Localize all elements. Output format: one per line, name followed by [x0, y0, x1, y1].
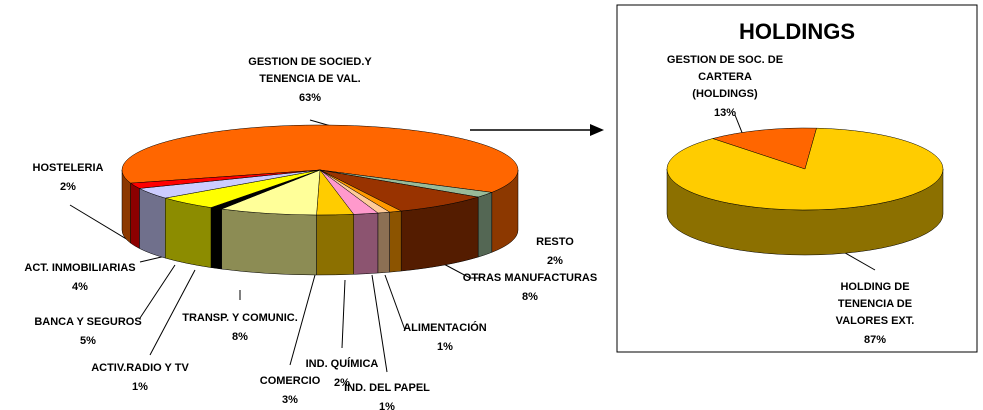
- slice-value-label: 8%: [232, 331, 248, 343]
- pie-side: [221, 208, 317, 276]
- pie-slice: [129, 169, 321, 189]
- slice-label: HOLDING DE TENENCIA DE VALORES EXT.: [836, 281, 915, 327]
- pie-side: [130, 182, 140, 249]
- slice-label: ALIMENTACIÓN: [403, 321, 487, 334]
- slice-value-label: 1%: [379, 401, 395, 410]
- slice-value-label: 4%: [72, 281, 88, 293]
- slice-value-label: 13%: [714, 107, 736, 119]
- pie-side: [210, 207, 222, 270]
- pie-slice: [666, 127, 944, 211]
- arrow-head: [590, 124, 604, 136]
- slice-value-label: 1%: [437, 341, 453, 353]
- slice-label: TRANSP. Y COMUNIC.: [182, 312, 298, 324]
- slice-label: HOSTELERIA: [33, 162, 104, 174]
- leader-lines: [69, 114, 876, 373]
- pie-side: [139, 188, 166, 259]
- slice-value-label: 63%: [299, 92, 321, 104]
- slice-value-label: 3%: [282, 394, 298, 406]
- slice-value-label: 5%: [80, 335, 96, 347]
- chart-title: HOLDINGS: [739, 19, 855, 44]
- slice-label: OTRAS MANUFACTURAS: [463, 272, 597, 284]
- slice-value-label: 2%: [547, 255, 563, 267]
- pie-side: [353, 212, 379, 275]
- slice-label: GESTION DE SOCIED.Y TENENCIA DE VAL.: [248, 56, 372, 85]
- slice-label: BANCA Y SEGUROS: [34, 316, 141, 328]
- pie-slice: [121, 124, 519, 193]
- slice-label: ACT. INMOBILIARIAS: [24, 262, 135, 274]
- slice-label: GESTION DE SOC. DE CARTERA (HOLDINGS): [667, 54, 783, 100]
- pie-side: [316, 214, 354, 276]
- slice-value-label: 8%: [522, 291, 538, 303]
- pie-side: [377, 211, 390, 274]
- pie-side: [389, 210, 402, 273]
- pie-slice: [319, 169, 479, 212]
- slice-label: ACTIV.RADIO Y TV: [91, 362, 189, 374]
- pie-tops: [121, 124, 519, 216]
- pie-slice: [711, 127, 817, 170]
- slice-label: IND. DEL PAPEL: [344, 382, 430, 394]
- pie-side: [165, 197, 212, 268]
- slice-label: COMERCIO: [260, 375, 321, 387]
- slice-label: IND. QUÍMICA: [306, 357, 379, 370]
- slice-value-label: 2%: [334, 377, 350, 389]
- pie-side: [477, 191, 493, 258]
- slice-value-label: 2%: [60, 181, 76, 193]
- pie-tops: [666, 127, 944, 211]
- slice-value-label: 1%: [132, 381, 148, 393]
- slice-label: RESTO: [536, 236, 574, 248]
- pie-slice: [220, 169, 321, 216]
- slice-value-label: 87%: [864, 334, 886, 346]
